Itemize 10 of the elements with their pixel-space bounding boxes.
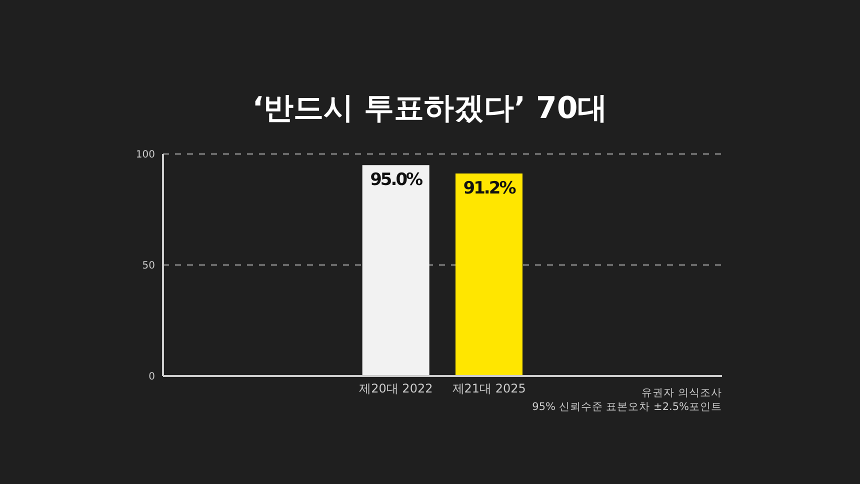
y-tick-label: 0: [148, 372, 155, 383]
data-label: 91.2%: [463, 178, 516, 199]
chart-title: ‘반드시 투표하겠다’ 70대: [251, 90, 609, 128]
x-tick-label: 제21대 2025: [452, 382, 526, 396]
data-label: 95.0%: [370, 170, 424, 190]
text: 유권자 의식조사: [642, 387, 722, 399]
y-tick-label: 100: [136, 150, 155, 161]
x-tick-label: 제20대 2022: [359, 382, 433, 396]
y-tick-label: 50: [142, 260, 155, 272]
text: 95% 신뢰수준 표본오차 ±2.5%포인트: [531, 400, 722, 414]
